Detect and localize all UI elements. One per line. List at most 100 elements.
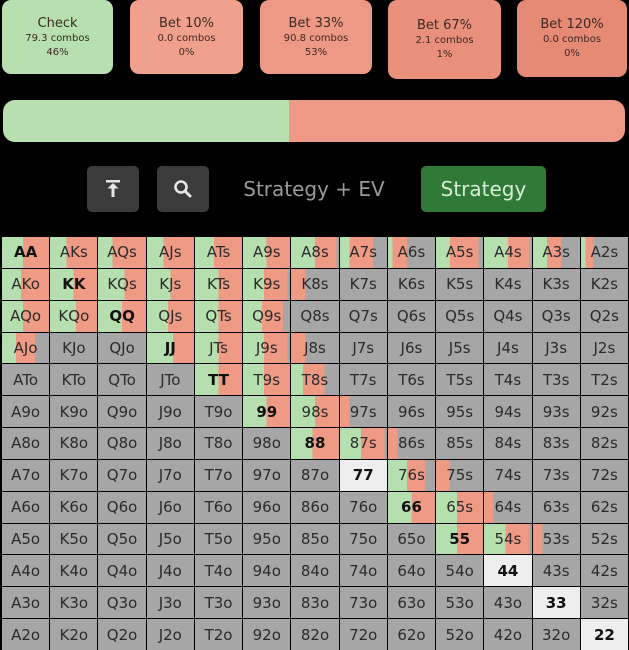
hand-cell[interactable]: JTo: [146, 364, 194, 396]
hand-cell[interactable]: 63o: [387, 587, 436, 619]
hand-cell[interactable]: A6s: [387, 237, 436, 268]
hand-cell[interactable]: J3s: [532, 332, 580, 364]
hand-cell[interactable]: Q5s: [436, 300, 484, 332]
hand-cell[interactable]: 53o: [436, 587, 484, 619]
hand-cell[interactable]: Q6s: [387, 300, 436, 332]
hand-cell[interactable]: QJs: [146, 300, 194, 332]
hand-cell[interactable]: TT: [194, 364, 243, 396]
hand-cell[interactable]: T9o: [194, 396, 243, 428]
hand-cell[interactable]: A8o: [2, 428, 50, 459]
hand-cell[interactable]: A9o: [2, 396, 50, 428]
hand-cell[interactable]: 32o: [532, 619, 580, 650]
hand-cell[interactable]: Q4o: [98, 555, 146, 587]
hand-cell[interactable]: 73s: [532, 459, 580, 491]
hand-cell[interactable]: T5s: [436, 364, 484, 396]
hand-cell[interactable]: AA: [2, 237, 50, 268]
hand-cell[interactable]: 92s: [580, 396, 628, 428]
hand-cell[interactable]: Q2o: [98, 619, 146, 650]
hand-cell[interactable]: 94o: [243, 555, 291, 587]
hand-cell[interactable]: 43o: [484, 587, 532, 619]
hand-cell[interactable]: J6s: [387, 332, 436, 364]
hand-cell[interactable]: K7s: [339, 268, 387, 300]
hand-cell[interactable]: 74s: [484, 459, 532, 491]
hand-cell[interactable]: ATs: [194, 237, 243, 268]
hand-cell[interactable]: T6o: [194, 491, 243, 523]
hand-cell[interactable]: Q7o: [98, 459, 146, 491]
hand-cell[interactable]: 97s: [339, 396, 387, 428]
hand-cell[interactable]: J8o: [146, 428, 194, 459]
hand-cell[interactable]: 86s: [387, 428, 436, 459]
action-bet-10[interactable]: Bet 10% 0.0 combos 0%: [130, 0, 243, 74]
upload-button[interactable]: [87, 166, 139, 212]
hand-cell[interactable]: A5s: [436, 237, 484, 268]
hand-cell[interactable]: 83s: [532, 428, 580, 459]
hand-cell[interactable]: Q9s: [243, 300, 291, 332]
hand-cell[interactable]: J6o: [146, 491, 194, 523]
hand-cell[interactable]: J8s: [291, 332, 339, 364]
hand-cell[interactable]: K5o: [50, 523, 98, 555]
hand-cell[interactable]: JJ: [146, 332, 194, 364]
hand-cell[interactable]: 87o: [291, 459, 339, 491]
hand-cell[interactable]: 85s: [436, 428, 484, 459]
hand-cell[interactable]: 64s: [484, 491, 532, 523]
hand-cell[interactable]: 66: [387, 491, 436, 523]
action-check[interactable]: Check 79.3 combos 46%: [2, 0, 113, 74]
hand-cell[interactable]: K3o: [50, 587, 98, 619]
hand-cell[interactable]: Q6o: [98, 491, 146, 523]
hand-cell[interactable]: 87s: [339, 428, 387, 459]
hand-cell[interactable]: Q9o: [98, 396, 146, 428]
hand-cell[interactable]: QTs: [194, 300, 243, 332]
action-bet-120[interactable]: Bet 120% 0.0 combos 0%: [517, 0, 627, 77]
hand-cell[interactable]: AJs: [146, 237, 194, 268]
hand-cell[interactable]: K2o: [50, 619, 98, 650]
hand-cell[interactable]: A2s: [580, 237, 628, 268]
hand-cell[interactable]: Q7s: [339, 300, 387, 332]
hand-cell[interactable]: KJo: [50, 332, 98, 364]
hand-cell[interactable]: KJs: [146, 268, 194, 300]
hand-cell[interactable]: 97o: [243, 459, 291, 491]
hand-cell[interactable]: QJo: [98, 332, 146, 364]
tab-strategy[interactable]: Strategy: [421, 166, 546, 212]
hand-cell[interactable]: 74o: [339, 555, 387, 587]
hand-cell[interactable]: 82s: [580, 428, 628, 459]
hand-cell[interactable]: T5o: [194, 523, 243, 555]
hand-cell[interactable]: AKo: [2, 268, 50, 300]
tab-strategy-ev[interactable]: Strategy + EV: [243, 177, 385, 201]
hand-cell[interactable]: 33: [532, 587, 580, 619]
hand-cell[interactable]: AQo: [2, 300, 50, 332]
hand-cell[interactable]: T3s: [532, 364, 580, 396]
hand-cell[interactable]: KQo: [50, 300, 98, 332]
hand-cell[interactable]: 95s: [436, 396, 484, 428]
hand-cell[interactable]: 55: [436, 523, 484, 555]
hand-cell[interactable]: KK: [50, 268, 98, 300]
hand-cell[interactable]: JTs: [194, 332, 243, 364]
hand-cell[interactable]: T8s: [291, 364, 339, 396]
hand-cell[interactable]: K5s: [436, 268, 484, 300]
hand-cell[interactable]: A2o: [2, 619, 50, 650]
hand-cell[interactable]: KTs: [194, 268, 243, 300]
zoom-button[interactable]: [157, 166, 209, 212]
hand-cell[interactable]: K6s: [387, 268, 436, 300]
hand-cell[interactable]: J9s: [243, 332, 291, 364]
hand-cell[interactable]: K8o: [50, 428, 98, 459]
hand-cell[interactable]: 52o: [436, 619, 484, 650]
hand-cell[interactable]: 93o: [243, 587, 291, 619]
hand-cell[interactable]: K4s: [484, 268, 532, 300]
hand-cell[interactable]: K4o: [50, 555, 98, 587]
hand-cell[interactable]: Q8s: [291, 300, 339, 332]
hand-cell[interactable]: K8s: [291, 268, 339, 300]
hand-cell[interactable]: J3o: [146, 587, 194, 619]
hand-cell[interactable]: 62s: [580, 491, 628, 523]
hand-cell[interactable]: J9o: [146, 396, 194, 428]
hand-cell[interactable]: A8s: [291, 237, 339, 268]
hand-cell[interactable]: Q5o: [98, 523, 146, 555]
hand-cell[interactable]: 75o: [339, 523, 387, 555]
hand-cell[interactable]: K9s: [243, 268, 291, 300]
hand-cell[interactable]: 92o: [243, 619, 291, 650]
hand-cell[interactable]: A9s: [243, 237, 291, 268]
hand-cell[interactable]: 84o: [291, 555, 339, 587]
hand-cell[interactable]: T7o: [194, 459, 243, 491]
hand-cell[interactable]: AJo: [2, 332, 50, 364]
hand-cell[interactable]: A7o: [2, 459, 50, 491]
hand-cell[interactable]: 22: [580, 619, 628, 650]
